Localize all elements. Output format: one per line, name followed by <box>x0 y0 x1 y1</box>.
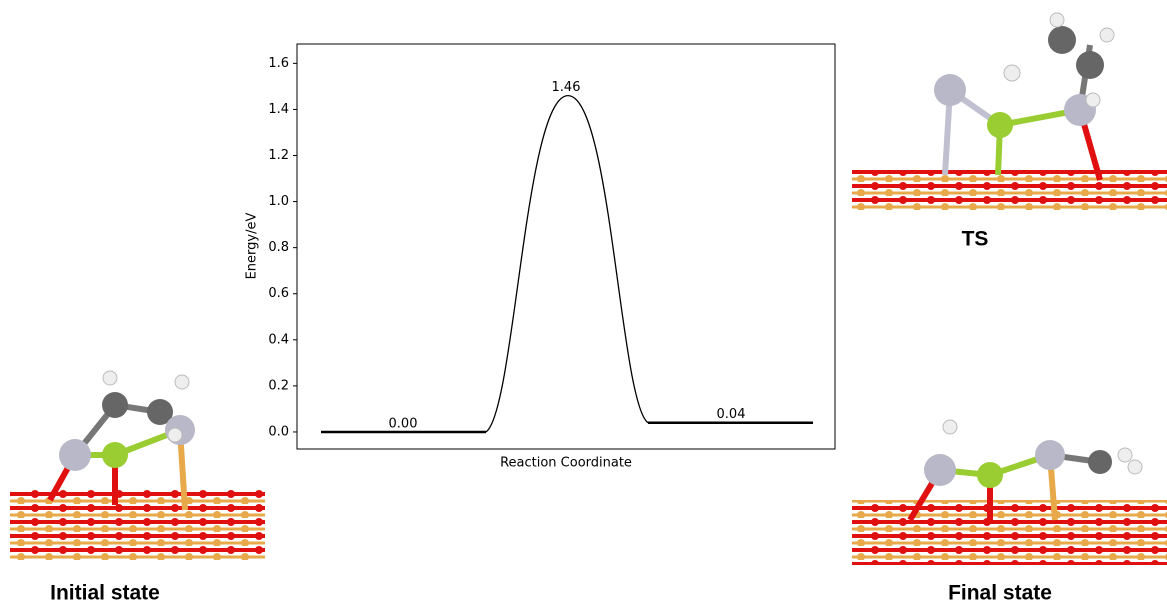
y-tick-label: 0.4 <box>268 332 289 347</box>
x-axis-label: Reaction Coordinate <box>500 456 632 471</box>
final-structure <box>852 420 1167 565</box>
y-tick-label: 1.4 <box>268 102 289 117</box>
y-tick-label: 0.6 <box>268 286 289 301</box>
initial-structure <box>10 371 265 560</box>
y-tick-label: 1.2 <box>268 148 289 163</box>
y-axis-label: Energy/eV <box>245 213 260 280</box>
value-label: 0.00 <box>389 416 418 431</box>
ts-structure <box>852 13 1167 210</box>
ts-label: TS <box>962 228 989 251</box>
y-tick-label: 0.8 <box>268 240 289 255</box>
y-tick-label: 1.6 <box>268 56 289 71</box>
value-label: 1.46 <box>552 80 581 95</box>
initial-label: Initial state <box>50 582 160 605</box>
y-tick-label: 1.0 <box>268 194 289 209</box>
y-tick-label: 0.0 <box>268 424 289 439</box>
final-label: Final state <box>948 582 1052 605</box>
value-label: 0.04 <box>717 407 746 422</box>
y-tick-label: 0.2 <box>268 378 289 393</box>
plot-frame <box>297 44 835 449</box>
energy-barrier <box>486 96 648 432</box>
page: {"chart_data": {"type": "profile", "xlab… <box>0 0 1167 606</box>
figure: TS Initial state Final state Reaction Co… <box>0 0 1167 606</box>
